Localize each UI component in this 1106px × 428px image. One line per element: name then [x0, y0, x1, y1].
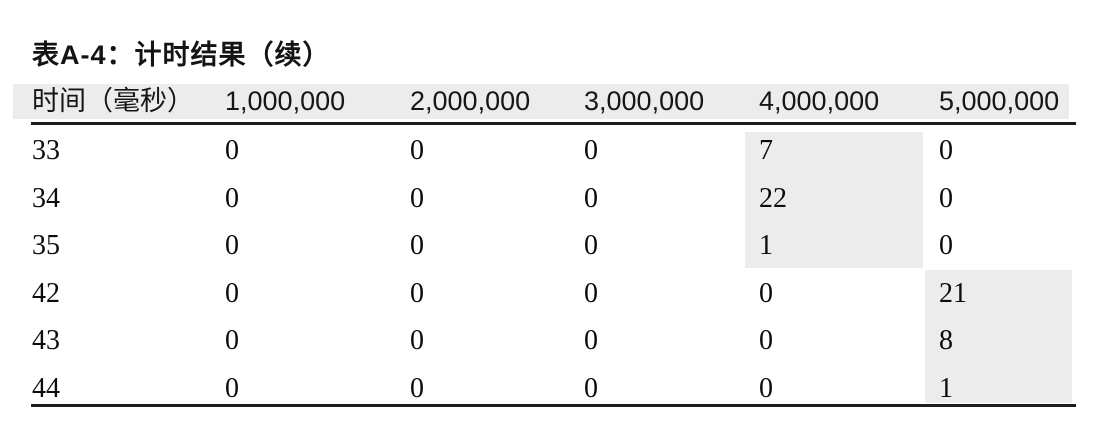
table-cell: 0 [225, 278, 239, 309]
table-cell: 0 [759, 278, 773, 309]
table-title: 表A-4：计时结果（续） [32, 40, 331, 70]
table-cell: 0 [225, 135, 239, 166]
column-header-5m: 5,000,000 [939, 86, 1060, 116]
row-label: 44 [32, 373, 60, 404]
table-cell: 0 [584, 278, 598, 309]
column-header-3m: 3,000,000 [584, 86, 705, 116]
header-row-background [13, 84, 1069, 119]
column-header-4m: 4,000,000 [759, 86, 880, 116]
table-cell: 0 [584, 230, 598, 261]
highlight-4m-column [745, 132, 923, 268]
table-cell: 0 [225, 325, 239, 356]
table-cell: 0 [759, 373, 773, 404]
table-cell: 0 [584, 373, 598, 404]
highlight-5m-column [925, 270, 1072, 403]
table-cell: 0 [939, 230, 953, 261]
column-header-time: 时间（毫秒） [32, 86, 194, 116]
table-cell-highlighted: 1 [759, 230, 773, 261]
header-rule [31, 122, 1076, 125]
table-cell: 0 [759, 325, 773, 356]
table-cell-highlighted: 21 [939, 278, 967, 309]
row-label: 42 [32, 278, 60, 309]
table-cell: 0 [410, 230, 424, 261]
row-label: 35 [32, 230, 60, 261]
table-cell-highlighted: 8 [939, 325, 953, 356]
table-cell: 0 [225, 183, 239, 214]
table-cell: 0 [225, 230, 239, 261]
row-label: 33 [32, 135, 60, 166]
table-cell: 0 [584, 135, 598, 166]
row-label: 43 [32, 325, 60, 356]
table-cell: 0 [410, 325, 424, 356]
table-cell: 0 [939, 183, 953, 214]
table-cell: 0 [225, 373, 239, 404]
row-label: 34 [32, 183, 60, 214]
table-cell-highlighted: 1 [939, 373, 953, 404]
table-cell: 0 [410, 183, 424, 214]
table-cell: 0 [410, 135, 424, 166]
column-header-1m: 1,000,000 [225, 86, 346, 116]
column-header-2m: 2,000,000 [410, 86, 531, 116]
table-cell: 0 [410, 278, 424, 309]
table-cell: 0 [939, 135, 953, 166]
table-cell-highlighted: 7 [759, 135, 773, 166]
table-cell-highlighted: 22 [759, 183, 787, 214]
table-cell: 0 [584, 183, 598, 214]
table-cell: 0 [584, 325, 598, 356]
table-cell: 0 [410, 373, 424, 404]
bottom-rule [31, 404, 1076, 407]
